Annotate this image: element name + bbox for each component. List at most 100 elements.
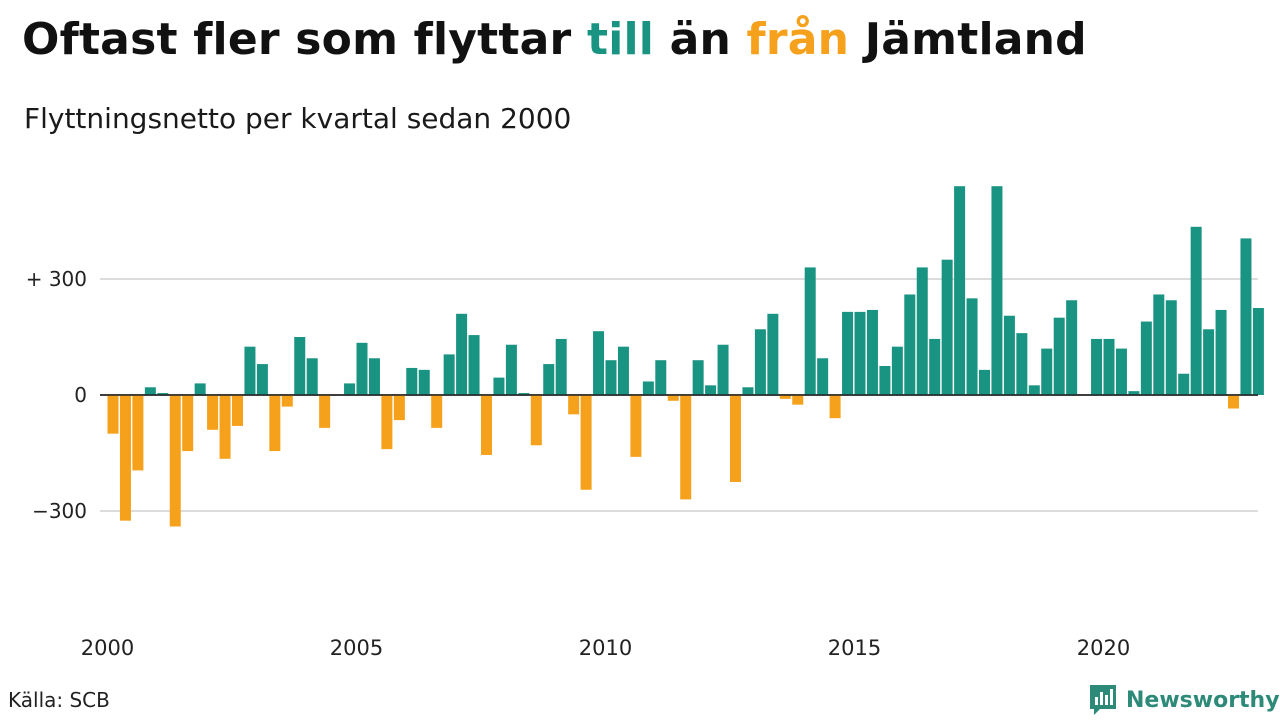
- bar: [630, 395, 642, 457]
- newsworthy-logo-icon: [1090, 685, 1116, 715]
- bar: [132, 395, 144, 471]
- brand-name: Newsworthy: [1126, 687, 1280, 713]
- bar: [443, 354, 455, 395]
- bar: [580, 395, 592, 490]
- bar: [568, 395, 580, 415]
- x-tick-label: 2010: [579, 636, 632, 660]
- bar: [306, 358, 318, 395]
- bar: [754, 329, 766, 395]
- bar: [232, 395, 243, 426]
- bar: [941, 259, 953, 395]
- bar: [1140, 321, 1152, 395]
- bar: [667, 395, 679, 401]
- bar: [269, 395, 281, 452]
- y-tick-label: + 300: [26, 267, 87, 291]
- bar: [680, 395, 692, 500]
- bar: [605, 360, 617, 395]
- bar: [493, 377, 505, 395]
- bar: [1165, 300, 1177, 395]
- bar: [966, 298, 978, 395]
- bar: [792, 395, 804, 405]
- bar: [705, 385, 717, 395]
- bar: [256, 364, 268, 395]
- title-part-1: Oftast fler som flyttar: [22, 14, 587, 65]
- bar: [456, 313, 468, 395]
- bar: [779, 395, 791, 399]
- bar: [244, 346, 256, 395]
- bar: [194, 383, 206, 395]
- bar: [144, 387, 156, 395]
- bar: [1153, 294, 1165, 395]
- bar: [692, 360, 704, 395]
- x-tick-label: 2005: [330, 636, 383, 660]
- bar: [1028, 385, 1040, 395]
- bar: [979, 369, 990, 395]
- bar: [1066, 300, 1078, 395]
- bar: [593, 331, 605, 395]
- y-tick-label: −300: [32, 499, 87, 523]
- bar: [381, 395, 393, 450]
- title-part-2: än: [654, 14, 747, 65]
- bar: [207, 395, 219, 430]
- bar: [904, 294, 916, 395]
- bar: [1252, 308, 1264, 395]
- x-tick-label: 2015: [828, 636, 881, 660]
- bar: [916, 267, 928, 395]
- bar: [505, 344, 517, 395]
- bar: [767, 313, 779, 395]
- bar: [1203, 329, 1215, 395]
- bar: [319, 395, 331, 428]
- bar: [891, 346, 903, 395]
- bar: [842, 311, 854, 395]
- bar: [1115, 348, 1127, 395]
- bar-chart: + 300 0 −300 2000 2005 2010 2015 2020: [26, 186, 1264, 660]
- x-tick-label: 2000: [81, 636, 134, 660]
- bar: [717, 344, 729, 395]
- bar: [530, 395, 542, 446]
- bar: [929, 338, 941, 395]
- bar: [169, 395, 181, 527]
- bar: [1016, 333, 1028, 395]
- bar: [1190, 226, 1202, 395]
- bar: [742, 387, 754, 395]
- bar: [879, 366, 891, 395]
- bar: [481, 395, 492, 455]
- bar: [1053, 317, 1065, 395]
- bar: [1103, 338, 1115, 395]
- bar: [1178, 373, 1190, 395]
- bar: [119, 395, 131, 521]
- bar: [1003, 315, 1015, 395]
- bar: [182, 395, 194, 452]
- bar: [368, 358, 380, 395]
- bar: [866, 309, 878, 395]
- bar: [817, 358, 829, 395]
- x-tick-label: 2020: [1077, 636, 1130, 660]
- title-part-3: Jämtland: [849, 14, 1087, 65]
- bar: [991, 186, 1003, 395]
- bar: [468, 335, 480, 395]
- bar: [518, 393, 530, 395]
- bar: [854, 311, 866, 395]
- source-note: Källa: SCB: [8, 688, 110, 712]
- title-highlight-till: till: [586, 14, 655, 65]
- bar: [393, 395, 405, 421]
- bar: [431, 395, 443, 428]
- bar: [642, 381, 654, 395]
- bar: [543, 364, 555, 395]
- chart-title: Oftast fler som flyttar till än från Jäm…: [22, 14, 1087, 65]
- bar: [344, 383, 356, 395]
- chart-subtitle: Flyttningsnetto per kvartal sedan 2000: [24, 102, 572, 135]
- bar: [829, 395, 841, 419]
- bar: [617, 346, 629, 395]
- bar: [1228, 395, 1239, 409]
- bar: [157, 393, 169, 395]
- bar: [406, 367, 418, 395]
- bar: [219, 395, 231, 459]
- brand-logo[interactable]: Newsworthy: [1088, 683, 1280, 717]
- bar: [1041, 348, 1053, 395]
- bar: [954, 186, 966, 395]
- bar: [1091, 338, 1103, 395]
- bar: [294, 337, 306, 395]
- bar: [655, 360, 667, 395]
- bar: [1215, 309, 1227, 395]
